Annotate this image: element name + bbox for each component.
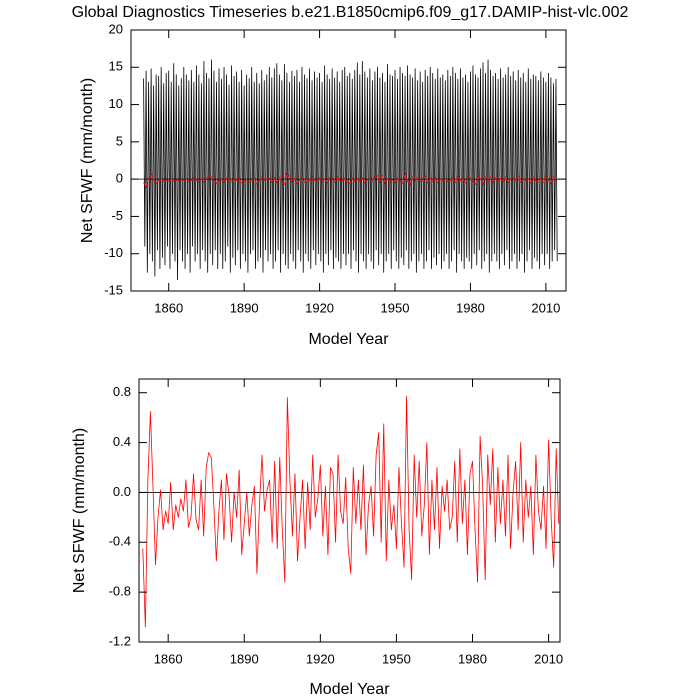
y-tick-label: 15: [109, 59, 123, 74]
y-tick-label: -1.2: [109, 633, 131, 648]
y-tick-label: -0.8: [109, 584, 131, 599]
y-tick-label: 20: [109, 21, 123, 36]
y-tick-label: -5: [111, 208, 123, 223]
plot-frame: [138, 378, 561, 643]
x-tick-label: 1980: [458, 651, 487, 666]
x-tick-label: 1920: [305, 300, 334, 315]
data-line: [143, 59, 558, 281]
y-axis-label: Net SFWF (mm/month): [71, 428, 88, 593]
x-tick-label: 1980: [456, 300, 485, 315]
y-tick-label: -0.4: [109, 534, 131, 549]
x-tick-label: 1920: [306, 651, 335, 666]
x-axis-label: Model Year: [308, 331, 389, 348]
x-tick-label: 1950: [382, 651, 411, 666]
data-line: [142, 396, 560, 628]
x-tick-label: 1890: [230, 300, 259, 315]
y-tick-label: 5: [116, 133, 123, 148]
plot-frame: [130, 29, 567, 292]
x-axis-label: Model Year: [309, 681, 390, 698]
data-line: [143, 173, 557, 188]
y-tick-label: 0.4: [113, 434, 131, 449]
x-tick-label: 2010: [531, 300, 560, 315]
y-tick-label: 0.8: [113, 384, 131, 399]
y-tick-label: -15: [104, 282, 123, 297]
y-tick-label: 0.0: [113, 484, 131, 499]
y-axis-label: Net SFWF (mm/month): [79, 78, 96, 243]
x-tick-label: 1950: [381, 300, 410, 315]
x-tick-label: 1890: [230, 651, 259, 666]
x-tick-label: 1860: [154, 651, 183, 666]
y-tick-label: -10: [104, 245, 123, 260]
chart-title: Global Diagnostics Timeseries b.e21.B185…: [72, 4, 629, 21]
y-tick-label: 0: [116, 171, 123, 186]
y-tick-label: 10: [109, 96, 123, 111]
x-tick-label: 1860: [154, 300, 183, 315]
x-tick-label: 2010: [534, 651, 563, 666]
